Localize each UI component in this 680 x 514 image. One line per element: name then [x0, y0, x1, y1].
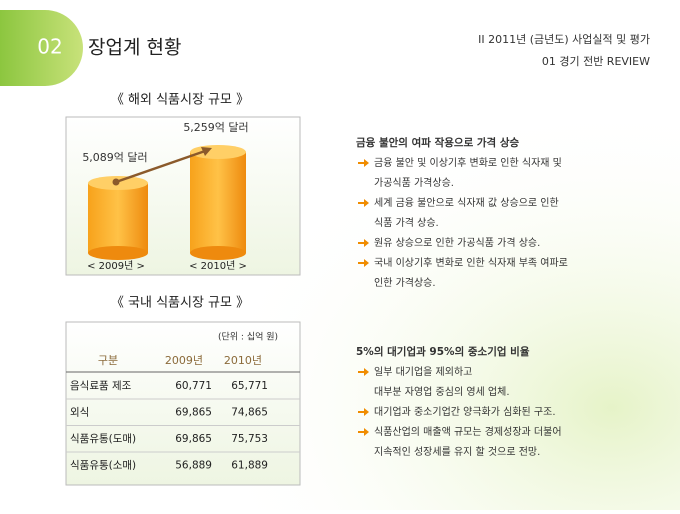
cylinder — [88, 176, 148, 260]
bullet-text: 식품 가격 상승. — [374, 216, 439, 229]
header-tab — [0, 10, 83, 86]
table-cell: 61,889 — [231, 460, 268, 472]
year-label: < 2009년 > — [87, 260, 145, 272]
table-cell: 69,865 — [175, 407, 212, 419]
page-title: 장업계 현황 — [88, 37, 181, 59]
bullet-arrow — [358, 259, 369, 267]
section-title: II 2011년 (금년도) 사업실적 및 평가 — [478, 33, 650, 46]
table-cell: 식품유통(도매) — [70, 433, 136, 445]
table-cell: 60,771 — [175, 380, 212, 392]
table-header: 구분 — [98, 354, 118, 367]
table-cell: 69,865 — [175, 433, 212, 445]
bullet-arrow — [358, 428, 369, 436]
bullet-arrow — [358, 239, 369, 247]
table-header: 2010년 — [224, 354, 262, 367]
bullet-arrow — [358, 368, 369, 376]
value-label: 5,259억 달러 — [183, 121, 248, 134]
bullet-arrow — [358, 408, 369, 416]
arrow-head — [201, 147, 212, 156]
bullet-text: 지속적인 성장세를 유지 할 것으로 전망. — [374, 446, 540, 458]
table-cell: 식품유통(소매) — [70, 460, 136, 472]
bullet-text: 원유 상승으로 인한 가공식품 가격 상승. — [374, 236, 540, 249]
bullet-text: 국내 이상기후 변화로 인한 식자재 부족 여파로 — [374, 257, 568, 269]
table-cell: 75,753 — [231, 433, 268, 445]
subsection-title: 01 경기 전반 REVIEW — [542, 55, 650, 68]
value-label: 5,089억 달러 — [82, 151, 147, 164]
bullet-arrow — [358, 159, 369, 167]
table-cell: 56,889 — [175, 460, 212, 472]
bullet-text: 세계 금융 불안으로 식자재 값 상승으로 인한 — [374, 197, 559, 209]
bullet-text: 가공식품 가격상승. — [374, 176, 454, 189]
table-cell: 음식료품 제조 — [70, 380, 132, 392]
table-cell: 74,865 — [231, 407, 268, 419]
section-number: 02 — [37, 35, 62, 59]
note-heading: 5%의 대기업과 95%의 중소기업 비율 — [356, 345, 530, 358]
domestic-title: 《 국내 식품시장 규모 》 — [111, 296, 249, 311]
table-header: 2009년 — [165, 354, 203, 367]
year-label: < 2010년 > — [189, 260, 247, 272]
bullet-text: 대부분 자영업 중심의 영세 업체. — [374, 385, 510, 398]
bullet-text: 인한 가격상승. — [374, 276, 436, 289]
bullet-text: 대기업과 중소기업간 양극화가 심화된 구조. — [374, 405, 556, 418]
bullet-text: 금융 불안 및 이상기후 변화로 인한 식자재 및 — [374, 157, 562, 169]
table-cell: 65,771 — [231, 380, 268, 392]
bullet-arrow — [358, 199, 369, 207]
note-heading: 금융 불안의 여파 작용으로 가격 상승 — [356, 136, 520, 149]
arrow-dot — [112, 178, 120, 186]
table-unit: (단위 : 십억 원) — [218, 331, 278, 343]
bullet-text: 일부 대기업을 제외하고 — [374, 365, 472, 378]
cylinder — [190, 145, 246, 260]
table-box — [65, 321, 301, 486]
table-cell: 외식 — [70, 407, 89, 419]
growth-arrow — [115, 148, 209, 184]
overseas-title: 《 해외 식품시장 규모 》 — [111, 93, 249, 108]
bullet-text: 식품산업의 매출액 규모는 경제성장과 더불어 — [374, 425, 562, 438]
